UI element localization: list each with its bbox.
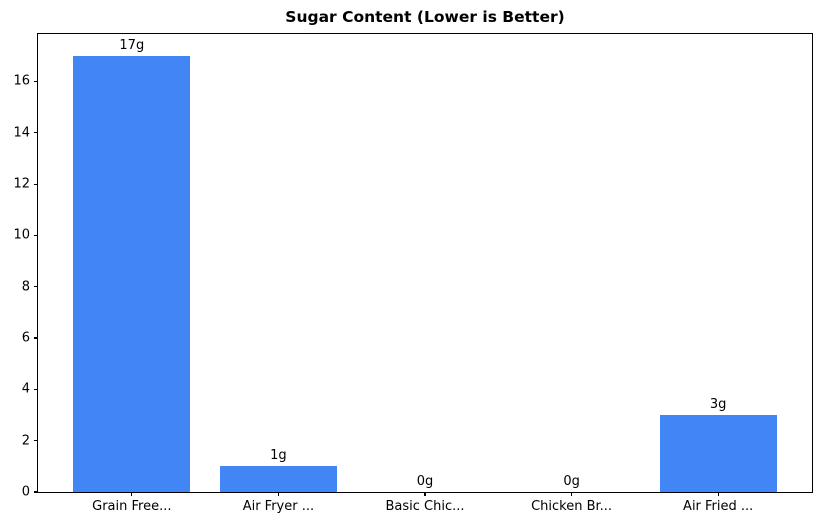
bar-value-label: 3g xyxy=(709,397,727,413)
x-tick-label: Air Fryer ... xyxy=(242,499,315,514)
bar xyxy=(73,55,191,492)
x-tick-label: Chicken Br... xyxy=(531,499,613,514)
x-tick-mark xyxy=(277,492,279,496)
chart-title: Sugar Content (Lower is Better) xyxy=(285,8,565,26)
x-tick-label: Basic Chic... xyxy=(385,499,465,514)
bar-value-label: 0g xyxy=(416,474,434,489)
y-tick-label: 12 xyxy=(13,176,30,192)
y-tick-mark xyxy=(34,286,38,288)
y-tick-mark xyxy=(34,337,38,339)
y-tick-label: 2 xyxy=(21,433,30,449)
x-tick-mark xyxy=(424,492,426,496)
y-tick-label: 6 xyxy=(21,330,30,346)
bar xyxy=(659,415,777,492)
y-tick-label: 16 xyxy=(13,73,30,89)
y-tick-label: 14 xyxy=(13,125,30,141)
x-tick-mark xyxy=(570,492,573,496)
plot-area: 0 2 4 6 8 10 12 14 16 17g Grain Free... 1g Air Fryer… xyxy=(13,33,813,514)
y-tick-label: 8 xyxy=(21,279,30,295)
bar-value-label: 0g xyxy=(563,474,580,489)
x-tick-label: Air Fried ... xyxy=(683,499,754,514)
bar-value-label: 17g xyxy=(119,37,145,53)
y-tick-mark xyxy=(34,388,38,390)
y-tick-mark xyxy=(34,80,38,83)
y-tick-label: 0 xyxy=(21,484,30,500)
x-tick-label: Grain Free... xyxy=(92,499,172,514)
y-tick-mark xyxy=(34,440,38,442)
x-tick-mark xyxy=(131,492,133,496)
y-tick-label: 10 xyxy=(13,227,30,243)
y-tick-mark xyxy=(34,234,38,237)
bar-value-label: 1g xyxy=(270,448,287,464)
y-tick-mark xyxy=(34,132,38,134)
y-tick-label: 4 xyxy=(21,381,30,397)
bar xyxy=(219,466,338,492)
x-tick-mark xyxy=(717,492,719,496)
y-tick-mark xyxy=(34,491,38,493)
y-tick-mark xyxy=(34,183,38,185)
